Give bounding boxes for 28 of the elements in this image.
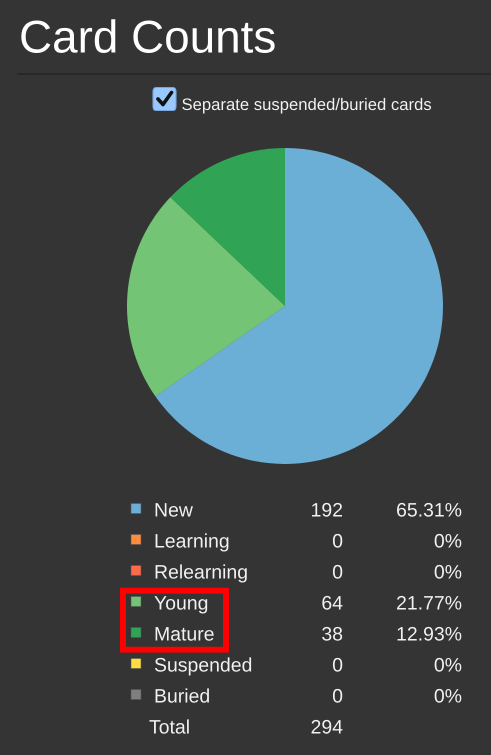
- pie-slice: [127, 197, 285, 396]
- text: 65.31%: [397, 502, 462, 517]
- legend-label: Young: [154, 596, 208, 614]
- legend-label: Mature: [156, 627, 214, 641]
- text: 21.77%: [397, 596, 462, 610]
- text: 0: [332, 564, 342, 579]
- text: 0%: [434, 658, 462, 672]
- text: 0%: [434, 564, 462, 579]
- legend-label: New: [156, 503, 193, 517]
- text: 0: [332, 688, 342, 703]
- text: 0%: [434, 534, 462, 548]
- legend-label: Learning: [156, 533, 228, 552]
- legend-label: Relearning: [156, 564, 247, 583]
- text: 0: [332, 658, 342, 672]
- text: 294: [312, 720, 342, 734]
- text: Total: [149, 719, 189, 734]
- text: 12.93%: [398, 626, 462, 641]
- data-label: 192: [312, 502, 342, 517]
- data-label: 38: [322, 626, 342, 641]
- legend-label: Buried: [156, 688, 209, 703]
- chart-title: Card Counts: [21, 19, 275, 53]
- text: 0: [332, 534, 342, 548]
- pie-slice: [155, 148, 443, 464]
- pie-slice: [170, 148, 285, 306]
- text: 0%: [434, 688, 462, 703]
- data-label: 64: [322, 596, 342, 610]
- chart-subtitle: Separate suspended/buried cards: [182, 98, 432, 114]
- legend-label: Suspended: [154, 657, 252, 676]
